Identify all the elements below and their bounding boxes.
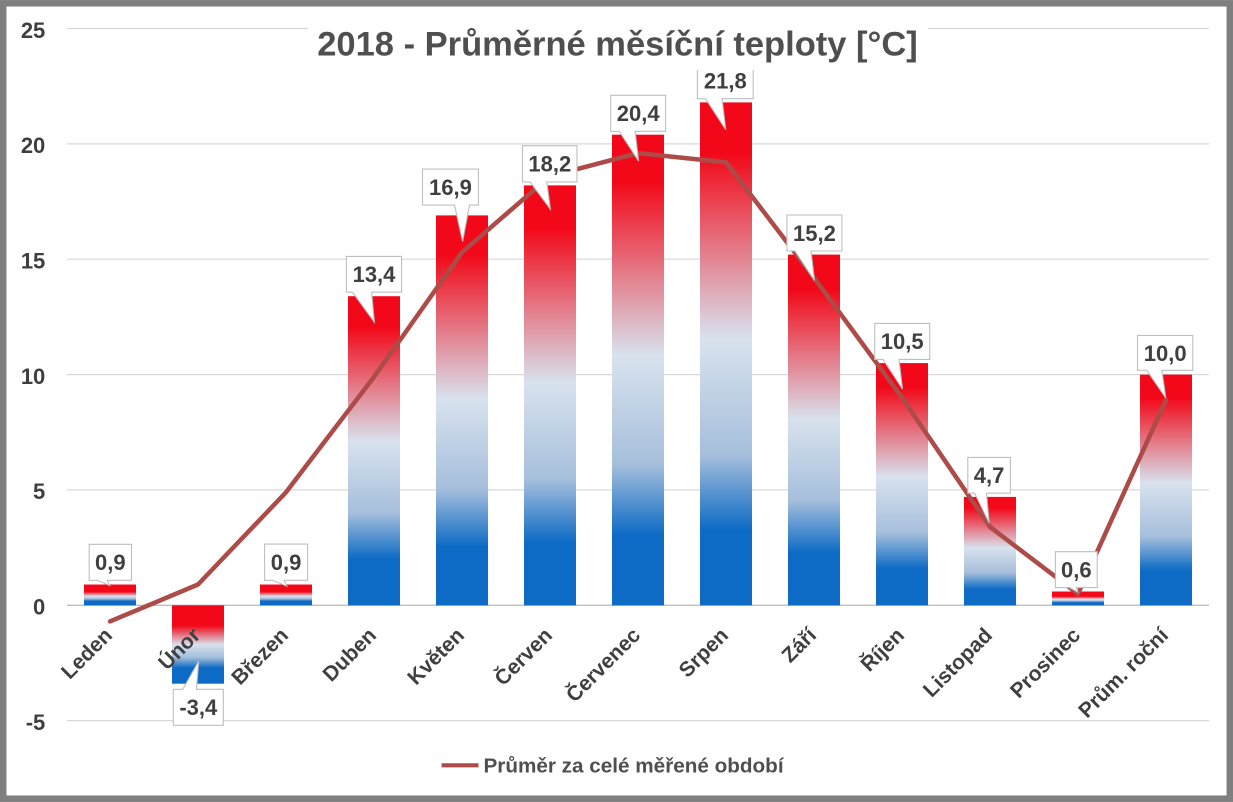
svg-text:10,0: 10,0 bbox=[1144, 341, 1187, 366]
svg-text:-3,4: -3,4 bbox=[179, 695, 218, 720]
svg-text:13,4: 13,4 bbox=[353, 262, 397, 287]
svg-text:2018 - Průměrné měsíční teplot: 2018 - Průměrné měsíční teploty [°C] bbox=[317, 25, 917, 63]
svg-text:25: 25 bbox=[21, 18, 45, 43]
svg-text:20,4: 20,4 bbox=[617, 101, 661, 126]
svg-text:4,7: 4,7 bbox=[974, 463, 1005, 488]
svg-text:18,2: 18,2 bbox=[528, 152, 571, 177]
svg-text:15: 15 bbox=[21, 249, 45, 274]
svg-text:0: 0 bbox=[33, 595, 45, 620]
svg-text:Průměr za celé měřené období: Průměr za celé měřené období bbox=[484, 754, 785, 777]
svg-text:15,2: 15,2 bbox=[793, 221, 836, 246]
svg-text:5: 5 bbox=[33, 479, 45, 504]
svg-text:21,8: 21,8 bbox=[704, 69, 747, 94]
svg-text:0,9: 0,9 bbox=[95, 550, 126, 575]
svg-text:20: 20 bbox=[21, 133, 45, 158]
svg-text:0,6: 0,6 bbox=[1061, 558, 1092, 583]
svg-text:0,9: 0,9 bbox=[271, 550, 302, 575]
svg-text:-5: -5 bbox=[26, 710, 46, 735]
svg-text:16,9: 16,9 bbox=[429, 175, 472, 200]
svg-text:10,5: 10,5 bbox=[881, 329, 924, 354]
svg-text:10: 10 bbox=[21, 364, 45, 389]
